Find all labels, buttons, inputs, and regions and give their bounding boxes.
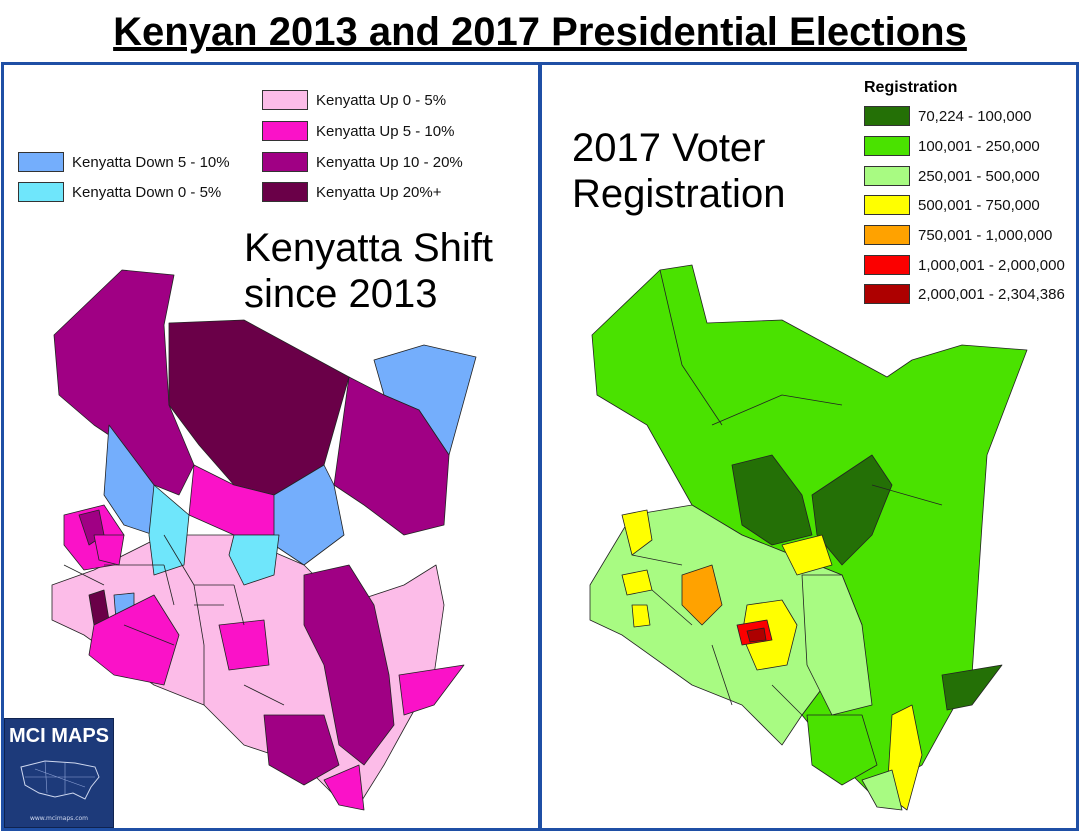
legend-swatch [262,90,308,110]
legend-item-up-10-20: Kenyatta Up 10 - 20% [262,151,463,173]
shift-map-label-line2: since 2013 [244,272,438,316]
legend-swatch [864,255,910,275]
legend-swatch [864,225,910,245]
registration-map-panel: 2017 Voter Registration Registration 70,… [539,62,1079,831]
kenya-registration-map [589,264,1028,811]
region-dark-red [746,627,767,643]
region-isiolo-dark [811,454,893,566]
legend-item-reg-6: 1,000,001 - 2,000,000 [864,254,1065,276]
legend-item-up-20-plus: Kenyatta Up 20%+ [262,181,442,203]
region-south-coast [861,769,903,811]
region-kitui [801,574,873,716]
legend-label: 500,001 - 750,000 [918,196,1040,214]
legend-label: Kenyatta Down 0 - 5% [72,183,222,201]
legend-swatch [18,182,64,202]
legend-item-reg-3: 250,001 - 500,000 [864,165,1040,187]
legend-item-reg-2: 100,001 - 250,000 [864,135,1040,157]
legend-swatch [262,121,308,141]
legend-swatch [18,152,64,172]
legend-label: Kenyatta Up 20%+ [316,183,442,201]
legend-swatch [864,136,910,156]
region-wajir [333,376,450,536]
legend-label: 750,001 - 1,000,000 [918,226,1053,244]
mci-maps-logo: MCI MAPS www.mcimaps.com [4,718,114,828]
legend-label: 2,000,001 - 2,304,386 [918,285,1065,303]
legend-swatch [864,166,910,186]
region-pokot [103,424,155,536]
registration-map-label-line1: 2017 Voter [572,126,766,170]
logo-url: www.mcimaps.com [29,815,89,822]
region-kwale [263,714,340,786]
registration-legend-title: Registration [864,79,958,96]
legend-item-reg-7: 2,000,001 - 2,304,386 [864,283,1065,305]
page-title: Kenyan 2013 and 2017 Presidential Electi… [113,10,967,54]
region-yellow-meru [781,534,833,576]
shift-map-label: Kenyatta Shift since 2013 [244,225,493,317]
legend-item-up-5-10: Kenyatta Up 5 - 10% [262,120,454,142]
legend-item-down-5-10: Kenyatta Down 5 - 10% [18,151,230,173]
region-yellow-west3 [631,604,651,628]
legend-swatch [262,182,308,202]
legend-label: 1,000,001 - 2,000,000 [918,256,1065,274]
shift-map-label-line1: Kenyatta Shift [244,226,494,270]
legend-swatch [262,152,308,172]
us-map-icon [20,760,100,800]
region-lamu-dark [941,664,1003,711]
logo-text: MCI MAPS [9,725,109,747]
region-marsabit-dark [731,454,813,546]
region-tana [303,564,395,766]
region-nakuru [681,564,723,626]
legend-label: 100,001 - 250,000 [918,137,1040,155]
region-laikipia [228,534,280,586]
legend-label: Kenyatta Up 0 - 5% [316,91,447,109]
region-turkana [53,269,195,496]
region-baringo [148,484,190,576]
legend-label: 250,001 - 500,000 [918,167,1040,185]
legend-label: Kenyatta Down 5 - 10% [72,153,230,171]
region-yellow-west [621,509,653,556]
region-coast-pink [323,764,365,811]
shift-map-panel: Kenyatta Down 5 - 10% Kenyatta Down 0 - … [1,62,541,831]
legend-item-reg-4: 500,001 - 750,000 [864,194,1040,216]
legend-item-down-0-5: Kenyatta Down 0 - 5% [18,181,221,203]
region-yellow-west2 [621,569,653,596]
legend-label: 70,224 - 100,000 [918,107,1032,125]
legend-label: Kenyatta Up 10 - 20% [316,153,463,171]
region-kajiado [218,619,270,671]
legend-item-reg-1: 70,224 - 100,000 [864,105,1031,127]
region-taita [806,714,878,786]
kenya-shift-map [51,269,477,811]
region-narok [88,594,180,686]
legend-item-up-0-5: Kenyatta Up 0 - 5% [262,89,446,111]
legend-item-reg-5: 750,001 - 1,000,000 [864,224,1052,246]
registration-map-label-line2: Registration [572,172,786,216]
region-lamu [398,664,465,716]
legend-swatch [864,284,910,304]
legend-swatch [864,195,910,215]
registration-map-label: 2017 Voter Registration [572,125,785,217]
legend-label: Kenyatta Up 5 - 10% [316,122,455,140]
legend-swatch [864,106,910,126]
